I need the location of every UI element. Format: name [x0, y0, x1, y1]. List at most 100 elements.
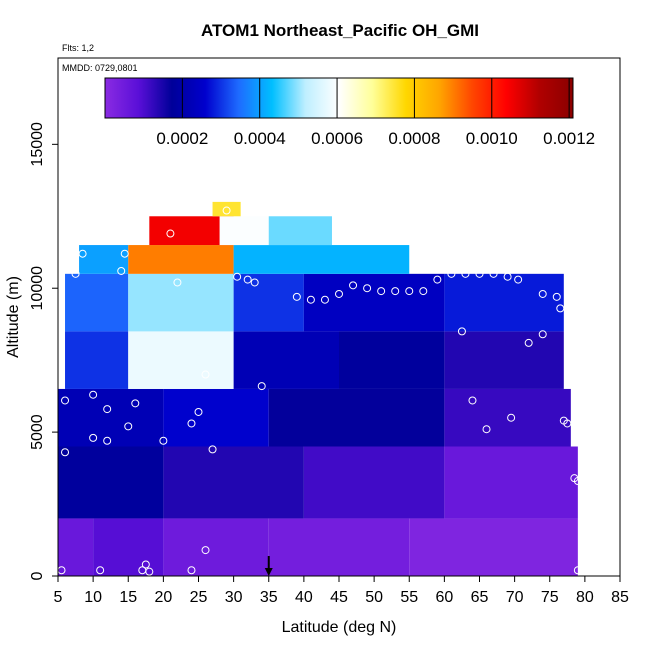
x-tick-label: 75: [541, 589, 559, 606]
observation-point: [257, 382, 266, 391]
heatmap-cell: [219, 216, 269, 246]
observation-point: [243, 275, 252, 284]
observation-point: [447, 269, 456, 278]
observation-point: [78, 249, 87, 258]
heatmap-cell: [268, 216, 332, 246]
observation-point: [201, 546, 210, 555]
x-tick-label: 60: [435, 589, 453, 606]
observation-point: [514, 275, 523, 284]
y-axis: 0 5000 10000 15000: [29, 122, 58, 580]
observation-point: [524, 338, 533, 347]
observation-point: [503, 272, 512, 281]
observation-point: [61, 396, 70, 405]
observation-point: [131, 399, 140, 408]
flight-marker-arrow: [264, 556, 273, 576]
heatmap-cells: [58, 201, 578, 576]
x-tick-label: 10: [84, 589, 102, 606]
observation-point: [556, 304, 565, 313]
observation-point: [194, 407, 203, 416]
heatmap-cell: [233, 331, 339, 389]
observation-point: [563, 419, 572, 428]
x-tick-label: 15: [119, 589, 137, 606]
observation-point: [468, 396, 477, 405]
x-tick-label: 30: [225, 589, 243, 606]
observation-point: [461, 269, 470, 278]
x-tick-label: 5: [54, 589, 63, 606]
observation-point: [71, 269, 80, 278]
heatmap-cell: [409, 518, 578, 576]
x-tick-label: 70: [506, 589, 524, 606]
observation-point: [159, 436, 168, 445]
colorbar-tick-label: 0.0002: [156, 129, 208, 148]
heatmap-cell: [444, 273, 564, 332]
x-tick-label: 55: [400, 589, 418, 606]
x-tick-label: 40: [295, 589, 313, 606]
heatmap-cell: [444, 446, 578, 519]
y-tick-label: 15000: [29, 122, 46, 167]
heatmap-cell: [128, 331, 234, 389]
y-tick-label: 5000: [29, 414, 46, 450]
observation-point: [145, 567, 154, 576]
observation-point: [482, 425, 491, 434]
colorbar-tick-label: 0.0004: [234, 129, 286, 148]
flights-annotation: Flts: 1,2: [62, 43, 94, 53]
heatmap-cell: [128, 245, 234, 274]
observation-point: [173, 278, 182, 287]
heatmap-cell: [58, 518, 94, 576]
observation-point: [103, 405, 112, 414]
observation-point: [489, 269, 498, 278]
y-tick-label: 0: [29, 571, 46, 580]
heatmap-cell: [339, 331, 445, 389]
heatmap-cell: [268, 518, 410, 576]
observation-point: [222, 206, 231, 215]
heatmap-cell: [444, 331, 564, 389]
heatmap-cell: [65, 273, 129, 332]
observation-point: [201, 370, 210, 379]
heatmap-cell: [65, 331, 129, 389]
heatmap-cell: [93, 518, 164, 576]
x-tick-label: 45: [330, 589, 348, 606]
observation-point: [349, 281, 358, 290]
observation-point: [120, 249, 129, 258]
y-tick-label: 10000: [29, 266, 46, 311]
observation-point: [166, 229, 175, 238]
x-tick-label: 25: [190, 589, 208, 606]
colorbar-tick-label: 0.0012: [543, 129, 595, 148]
observation-point: [573, 566, 582, 575]
marker-head: [264, 568, 273, 576]
heatmap-cell: [58, 446, 164, 519]
observation-point: [61, 448, 70, 457]
heatmap-cell: [212, 201, 241, 217]
observation-point: [187, 419, 196, 428]
heatmap-cell: [303, 446, 445, 519]
x-tick-label: 20: [154, 589, 172, 606]
observation-point: [103, 436, 112, 445]
y-axis-label: Altitude (m): [5, 276, 22, 358]
observation-point: [233, 272, 242, 281]
colorbar-tick-label: 0.0006: [311, 129, 363, 148]
observation-point: [187, 566, 196, 575]
observation-point: [363, 284, 372, 293]
heatmap-cell: [163, 446, 304, 519]
observation-point: [433, 275, 442, 284]
observation-point: [377, 287, 386, 296]
observation-point: [391, 287, 400, 296]
observation-point: [320, 295, 329, 304]
observation-point: [124, 422, 133, 431]
observation-point: [552, 292, 561, 301]
observation-point: [405, 287, 414, 296]
observation-point: [250, 278, 259, 287]
observation-point: [89, 433, 98, 442]
colorbar-tick-label: 0.0010: [466, 129, 518, 148]
x-tick-label: 65: [471, 589, 489, 606]
x-tick-label: 35: [260, 589, 278, 606]
colorbar-gradient: [104, 77, 574, 119]
observation-point: [419, 287, 428, 296]
x-tick-label: 80: [576, 589, 594, 606]
observation-point: [538, 289, 547, 298]
observation-point: [335, 289, 343, 298]
heatmap-cell: [303, 273, 445, 332]
observation-point: [507, 413, 516, 422]
heatmap-cell: [163, 518, 269, 576]
